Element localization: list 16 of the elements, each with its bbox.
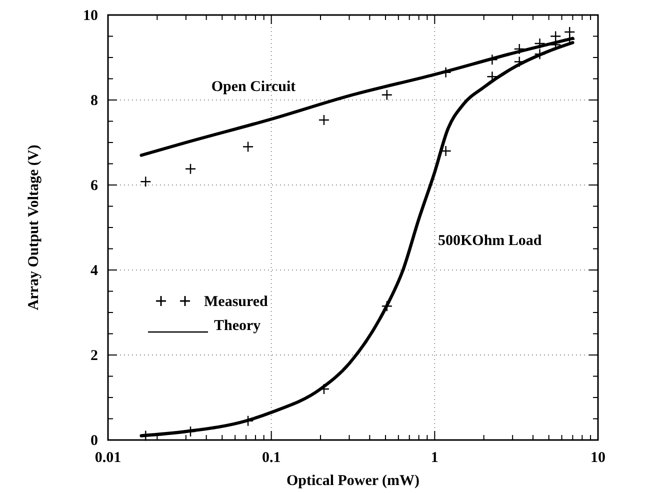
y-tick-label: 4 [90,263,98,279]
legend-label: Theory [214,318,262,334]
y-tick-label: 10 [83,8,98,24]
x-tick-label: 10 [590,450,606,466]
y-tick-label: 0 [90,433,98,449]
legend-label: Measured [204,294,269,310]
annotation: Open Circuit [211,79,296,96]
y-axis-title: Array Output Voltage (V) [26,144,42,310]
y-tick-label: 6 [90,178,98,194]
x-tick-label: 1 [430,450,438,466]
x-tick-label: 0.01 [94,450,122,466]
y-tick-label: 8 [90,93,98,109]
y-tick-label: 2 [90,348,98,364]
x-axis-title: Optical Power (mW) [286,473,420,489]
annotation: 500KOhm Load [438,233,542,249]
x-tick-label: 0.1 [262,450,281,466]
